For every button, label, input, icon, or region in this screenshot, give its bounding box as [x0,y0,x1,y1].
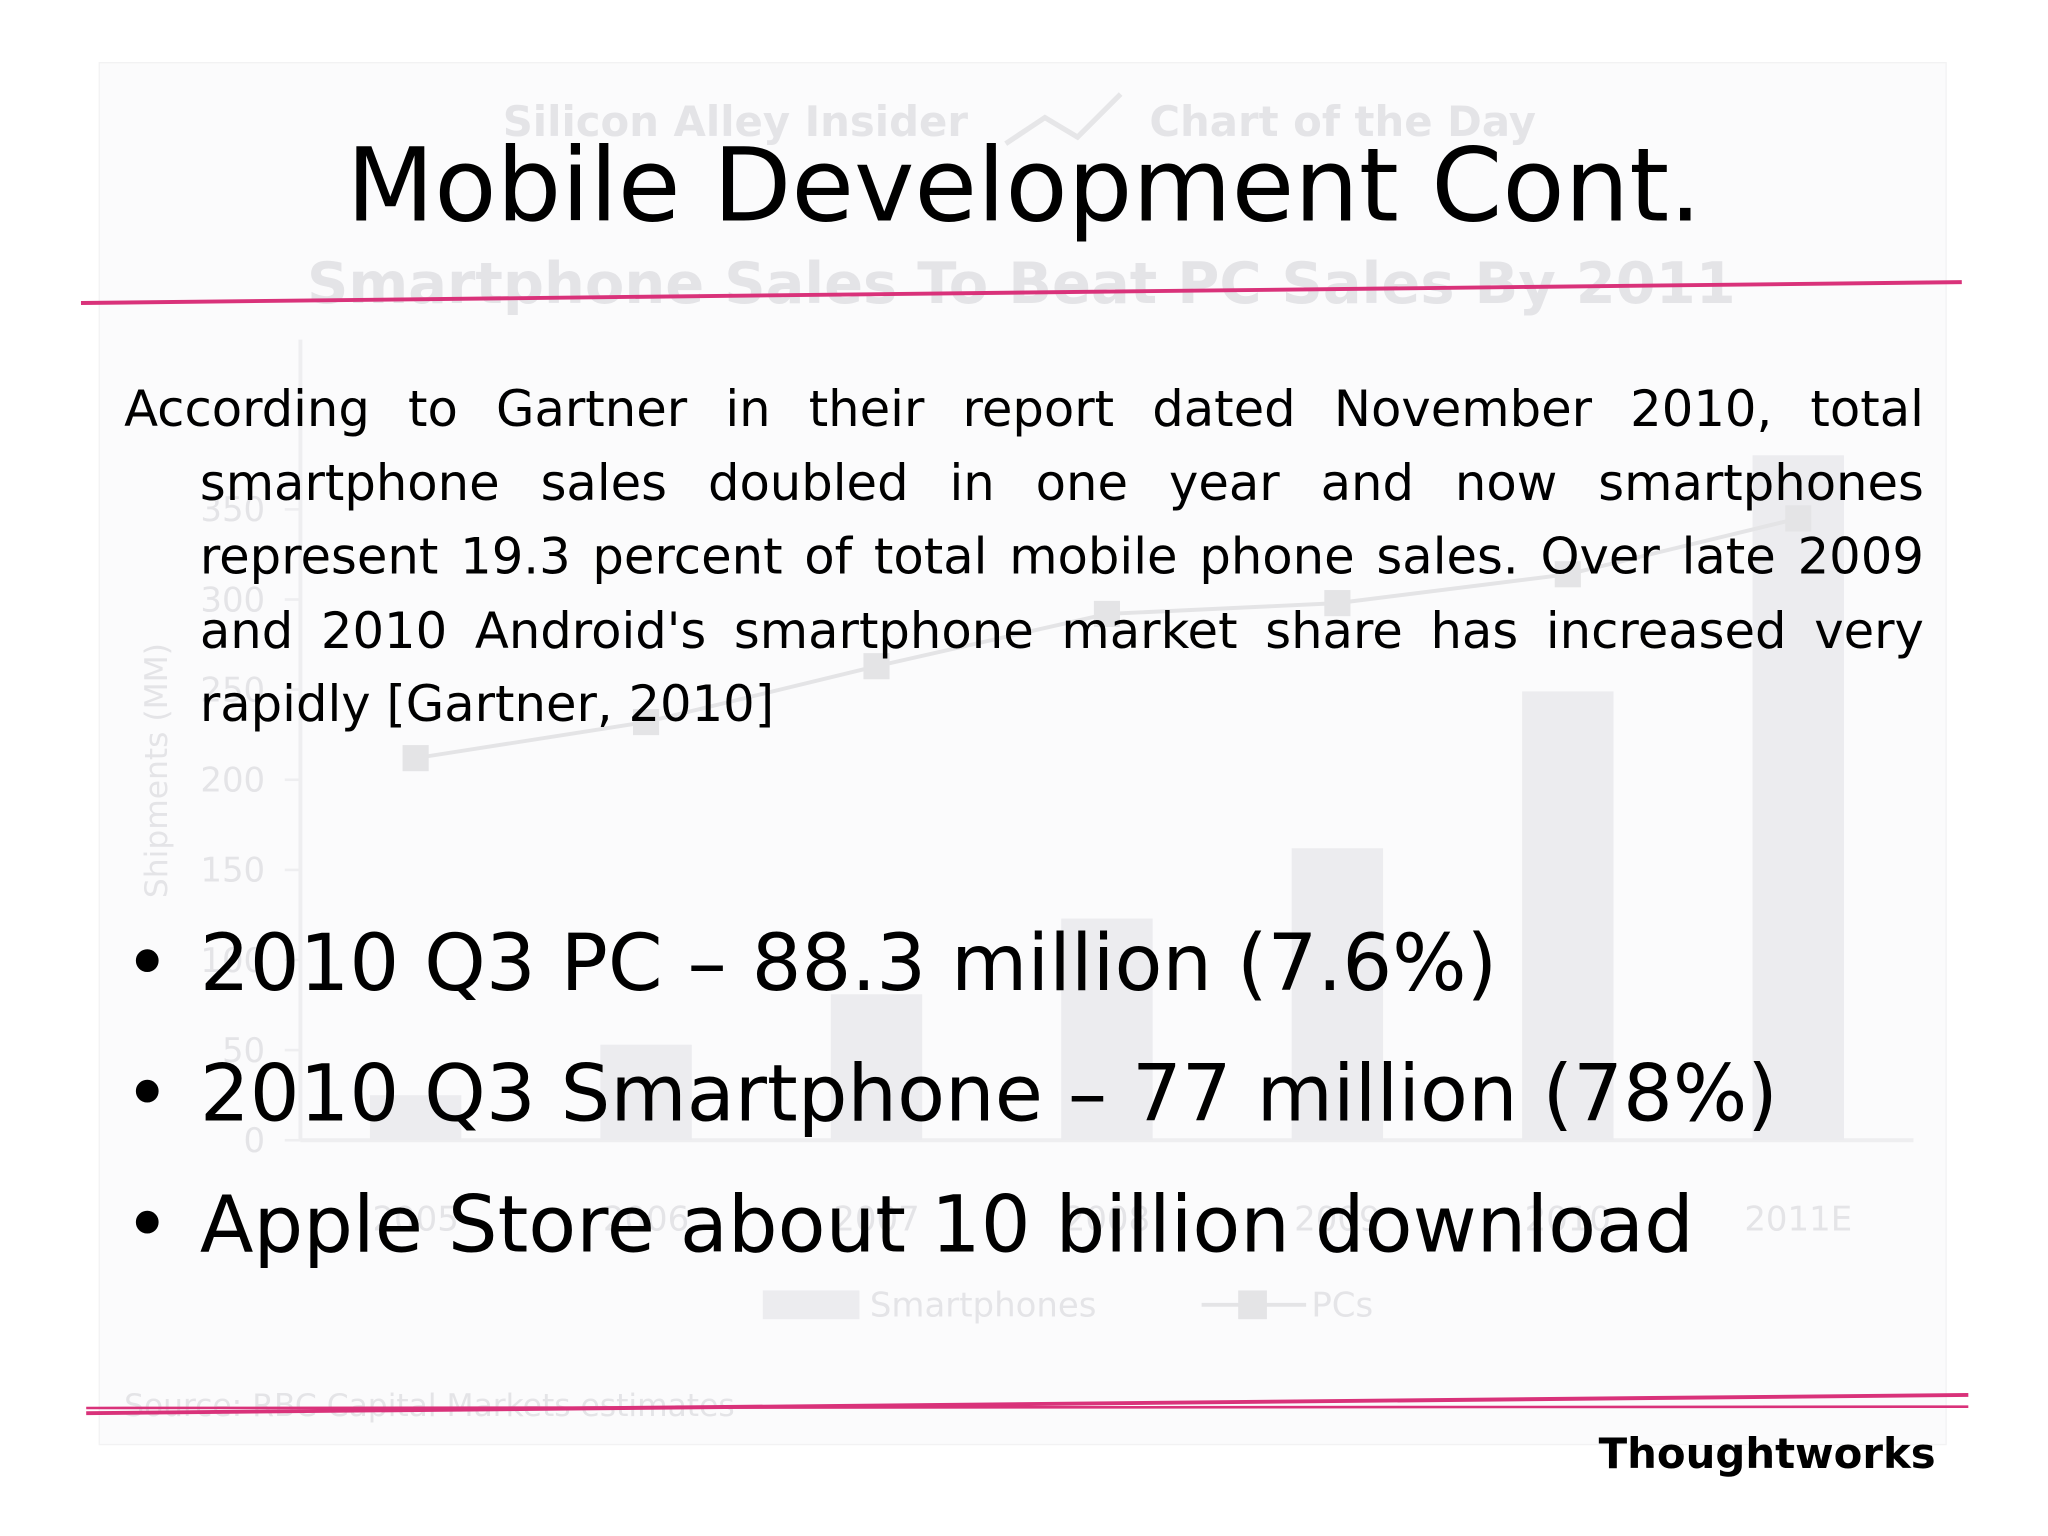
rule-bottom-2 [86,1405,1969,1410]
y-tick-label: 150 [200,851,265,891]
y-tick-label: 300 [200,580,265,620]
rule-bottom [86,1392,1969,1416]
bullet: 2010 Q3 PC – 88.3 million (7.6%) [124,899,1778,1030]
y-axis-label: Shipments (MM) [139,643,175,898]
y-tick-label: 350 [200,490,265,530]
chart-header: Chart of the Day [1149,97,1536,146]
pc-marker [1785,505,1812,532]
pc-marker [1093,600,1120,627]
footer-brand: Thoughtworks [1598,1428,1936,1479]
legend-swatch [762,1290,860,1320]
paragraph: According to Gartner in their report dat… [124,372,1924,741]
legend-label: PCs [1311,1286,1373,1326]
y-tick-label: 250 [200,670,265,710]
paragraph-text: According to Gartner in their report dat… [124,380,1924,733]
source: Source: RBC Capital Markets estimates [124,1388,735,1424]
legend-label: Smartphones [870,1286,1097,1326]
legend-swatch [1238,1290,1267,1320]
pc-marker [863,653,890,680]
slide-title: Mobile Development Cont. [346,127,1702,246]
bullet: Apple Store about 10 billion download [124,1160,1778,1291]
y-tick-label: 200 [200,761,265,801]
chart-title: Smartphone Sales To Beat PC Sales By 201… [307,250,1736,317]
header-icon [1004,92,1123,146]
pc-marker [1554,561,1581,588]
pc-marker [1324,590,1351,617]
chart-header: Silicon Alley Insider [503,97,969,146]
rule-top [80,280,1962,305]
bullet-list: 2010 Q3 PC – 88.3 million (7.6%) 2010 Q3… [124,899,1778,1291]
pc-marker [402,745,429,772]
bullet: 2010 Q3 Smartphone – 77 million (78%) [124,1029,1778,1160]
pc-marker [633,709,660,736]
